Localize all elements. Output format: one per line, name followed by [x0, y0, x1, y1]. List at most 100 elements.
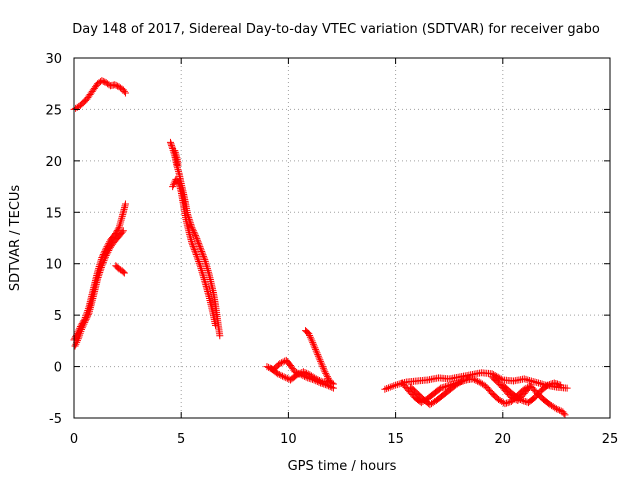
data-point [117, 218, 125, 226]
data-point [205, 268, 213, 276]
data-point [557, 381, 565, 389]
data-point [313, 349, 321, 357]
data-point [111, 81, 119, 89]
data-point [114, 82, 122, 90]
data-point [321, 368, 329, 376]
data-series [70, 77, 571, 419]
data-point [200, 274, 208, 282]
plot-frame [73, 57, 611, 419]
data-point [533, 379, 541, 387]
data-point [301, 368, 309, 376]
data-point [303, 369, 311, 377]
data-point [190, 244, 198, 252]
data-point [304, 370, 312, 378]
data-point [280, 373, 288, 381]
data-point [195, 259, 203, 267]
data-point [324, 374, 332, 382]
data-point [195, 239, 203, 247]
data-point [497, 375, 505, 383]
data-point [114, 225, 122, 233]
data-point [314, 352, 322, 360]
data-point [99, 260, 107, 268]
data-point [116, 220, 124, 228]
data-point [279, 372, 287, 380]
data-point [78, 324, 86, 332]
data-point [194, 256, 202, 264]
y-tick-label: 30 [45, 52, 62, 67]
data-point [199, 272, 207, 280]
data-point [202, 259, 210, 267]
data-point [555, 381, 563, 389]
data-point [308, 337, 316, 345]
data-point [188, 239, 196, 247]
data-point [193, 236, 201, 244]
data-point [81, 318, 89, 326]
data-point [393, 381, 401, 389]
data-point [121, 89, 129, 97]
data-point [472, 376, 480, 384]
data-point [172, 150, 180, 158]
data-point [190, 246, 198, 254]
data-point [296, 369, 304, 377]
series-arc-2b [71, 227, 127, 350]
data-point [277, 371, 285, 379]
data-point [323, 371, 331, 379]
data-point [195, 258, 203, 266]
data-point [544, 381, 552, 389]
data-point [277, 359, 285, 367]
data-point [192, 249, 200, 257]
data-point [196, 244, 204, 252]
data-point [529, 377, 537, 385]
data-point [175, 167, 183, 175]
data-point [263, 363, 271, 371]
data-point [437, 384, 445, 392]
series-arc-5d [488, 373, 569, 419]
data-point [188, 224, 196, 232]
data-point [531, 378, 539, 386]
data-point [272, 369, 280, 377]
data-point [545, 381, 553, 389]
data-point [469, 375, 477, 383]
data-point [212, 321, 220, 329]
data-point [443, 382, 451, 390]
data-point [119, 268, 127, 276]
data-point [312, 347, 320, 355]
data-point [456, 378, 464, 386]
data-point [94, 275, 102, 283]
y-tick-label: 0 [54, 361, 62, 376]
data-point [305, 330, 313, 338]
data-point [293, 371, 301, 379]
data-point [523, 398, 531, 406]
data-point [503, 399, 511, 407]
data-point [94, 273, 102, 281]
data-point [329, 380, 337, 388]
data-point [191, 231, 199, 239]
data-point [311, 344, 319, 352]
data-point [554, 406, 562, 414]
data-point [274, 370, 282, 378]
data-point [97, 265, 105, 273]
data-point [104, 248, 112, 256]
y-axis-label: SDTVAR / TECUs [8, 185, 23, 292]
y-tick-label: 10 [45, 258, 62, 273]
data-point [171, 148, 179, 156]
data-point [314, 351, 322, 359]
data-point [99, 77, 107, 85]
data-point [310, 342, 318, 350]
data-point [83, 314, 91, 322]
data-point [295, 370, 303, 378]
data-point [105, 247, 113, 255]
data-point [299, 368, 307, 376]
data-point [200, 254, 208, 262]
x-tick-label: 0 [70, 432, 78, 447]
data-point [520, 397, 528, 405]
data-point [204, 266, 212, 274]
data-point [388, 382, 396, 390]
data-point [80, 320, 88, 328]
data-point [501, 400, 509, 408]
data-point [98, 262, 106, 270]
data-point [552, 405, 560, 413]
data-point [95, 272, 103, 280]
data-point [197, 246, 205, 254]
data-point [200, 275, 208, 283]
